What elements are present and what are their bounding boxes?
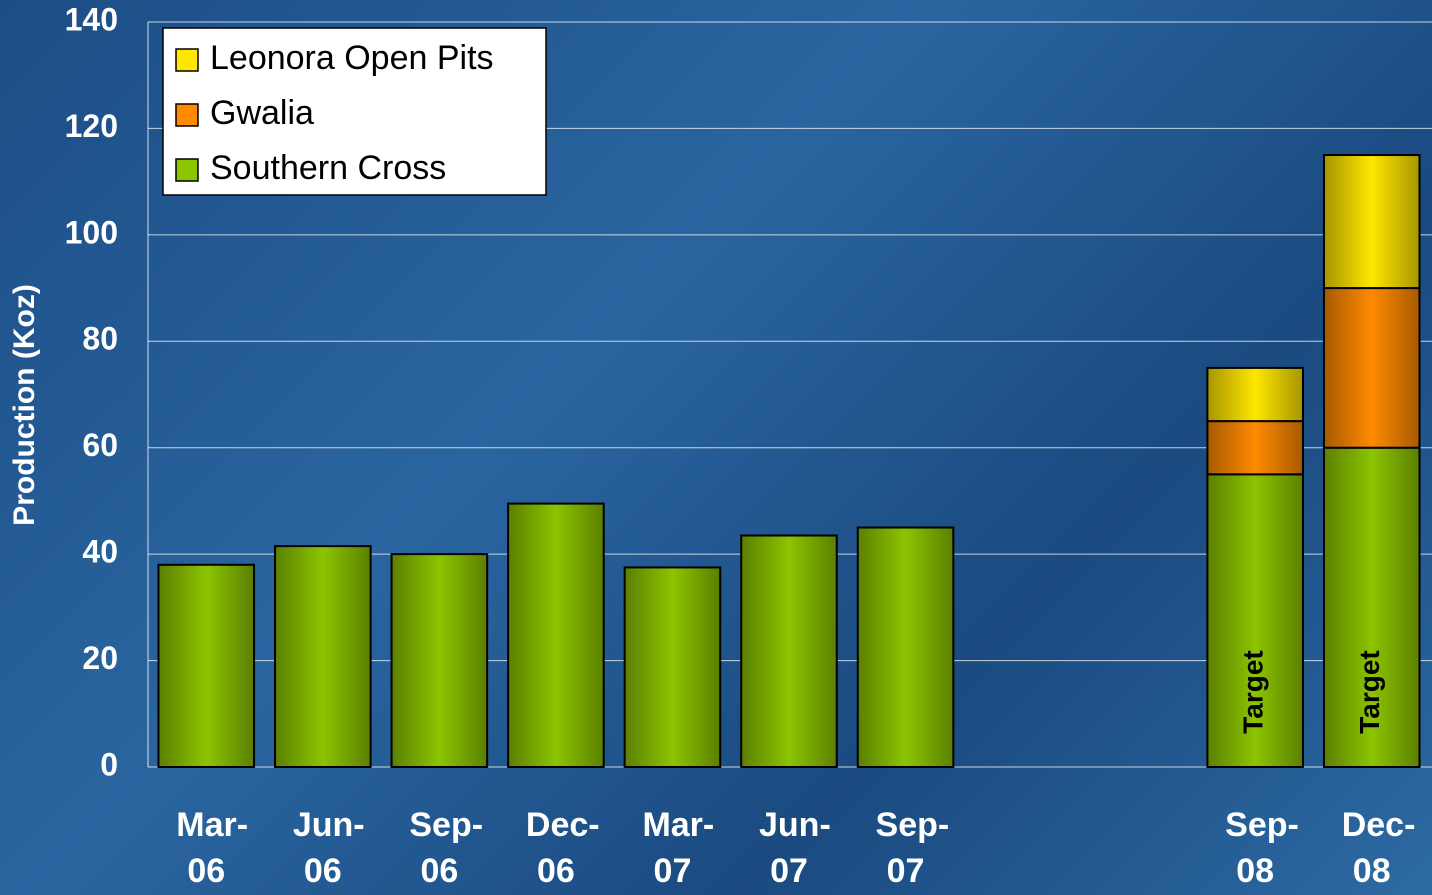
x-tick-label: Mar-06 [176, 806, 249, 890]
y-tick-label: 80 [82, 321, 118, 357]
x-tick-label: Dec-08 [1341, 806, 1416, 890]
x-tick-label: Jun-07 [759, 806, 831, 890]
bar-segment [856, 526, 955, 768]
y-axis-label: Production (Koz) [8, 284, 41, 526]
y-tick-label: 40 [82, 534, 118, 570]
bar-segment [740, 534, 838, 769]
x-tick-label: Dec-06 [525, 806, 600, 890]
y-tick-label: 60 [82, 427, 118, 463]
bar-segment [1322, 154, 1421, 290]
bar-segment [274, 545, 372, 768]
legend-swatch [175, 103, 199, 127]
legend-swatch [175, 158, 199, 182]
y-tick-label: 140 [65, 1, 118, 37]
x-tick-label: Sep-07 [875, 806, 950, 890]
bar-segment [507, 502, 605, 768]
bar-segment [157, 563, 256, 768]
legend-label: Southern Cross [210, 149, 446, 187]
legend-label: Leonora Open Pits [210, 39, 494, 77]
legend-box [162, 27, 547, 196]
x-tick-label: Jun-06 [292, 806, 365, 890]
x-tick-label: Sep-06 [409, 806, 484, 890]
y-tick-label: 0 [100, 746, 118, 782]
y-tick-label: 100 [65, 214, 118, 250]
legend: Leonora Open Pits Gwalia Southern Cross [162, 27, 547, 196]
legend-label: Gwalia [210, 94, 314, 132]
y-tick-label: 20 [82, 640, 118, 676]
bar-segment [1206, 420, 1304, 476]
x-tick-label: Sep-08 [1225, 806, 1299, 890]
annotation: Target [1238, 650, 1269, 734]
legend-swatch [175, 48, 199, 72]
y-tick-label: 120 [65, 108, 118, 144]
bar-segment [1206, 366, 1304, 423]
x-tick-label: Mar-07 [642, 806, 715, 890]
annotation: Target [1354, 650, 1385, 734]
bar-segment [390, 553, 489, 769]
bar-segment [1322, 287, 1421, 449]
bar-segment [623, 566, 722, 768]
